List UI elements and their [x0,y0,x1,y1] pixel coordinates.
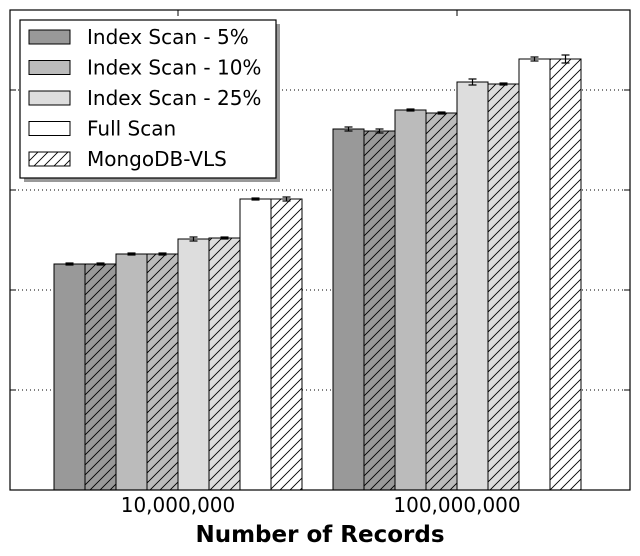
legend: Index Scan - 5% Index Scan - 10% Index Sca… [19,19,280,182]
x-tick-labels: 10,000,000 100,000,000 [121,493,521,517]
legend-label: Index Scan - 25% [87,86,261,110]
x-tick-label: 10,000,000 [121,493,236,517]
legend-label: Index Scan - 5% [87,25,249,49]
bar-hatch [425,112,458,491]
bar-hatch [208,237,241,491]
bar [332,128,365,491]
legend-swatch [28,29,71,45]
bar-hatch [363,130,396,491]
legend-swatch [28,60,71,75]
legend-swatch [28,121,71,136]
bar-hatch [84,263,117,491]
bar-hatch [549,58,582,491]
legend-swatch [28,90,71,106]
legend-label: Full Scan [87,117,176,141]
legend-label: MongoDB-VLS [87,147,227,171]
bar-hatch [146,253,179,491]
bar [115,253,148,491]
bar [518,58,551,491]
x-tick-label: 100,000,000 [393,493,520,517]
bar [456,81,489,491]
legend-swatch-hatch [28,151,71,167]
x-axis-title: Number of Records [195,522,444,548]
bar-hatch [487,83,520,491]
plot-frame [9,9,631,491]
bar [177,238,210,491]
bar [53,263,86,491]
legend-label: Index Scan - 10% [87,56,261,80]
axis-ticks [10,10,630,391]
error-bars [65,54,570,266]
bar [394,109,427,491]
bar-hatch [270,198,303,491]
bar [239,198,272,491]
